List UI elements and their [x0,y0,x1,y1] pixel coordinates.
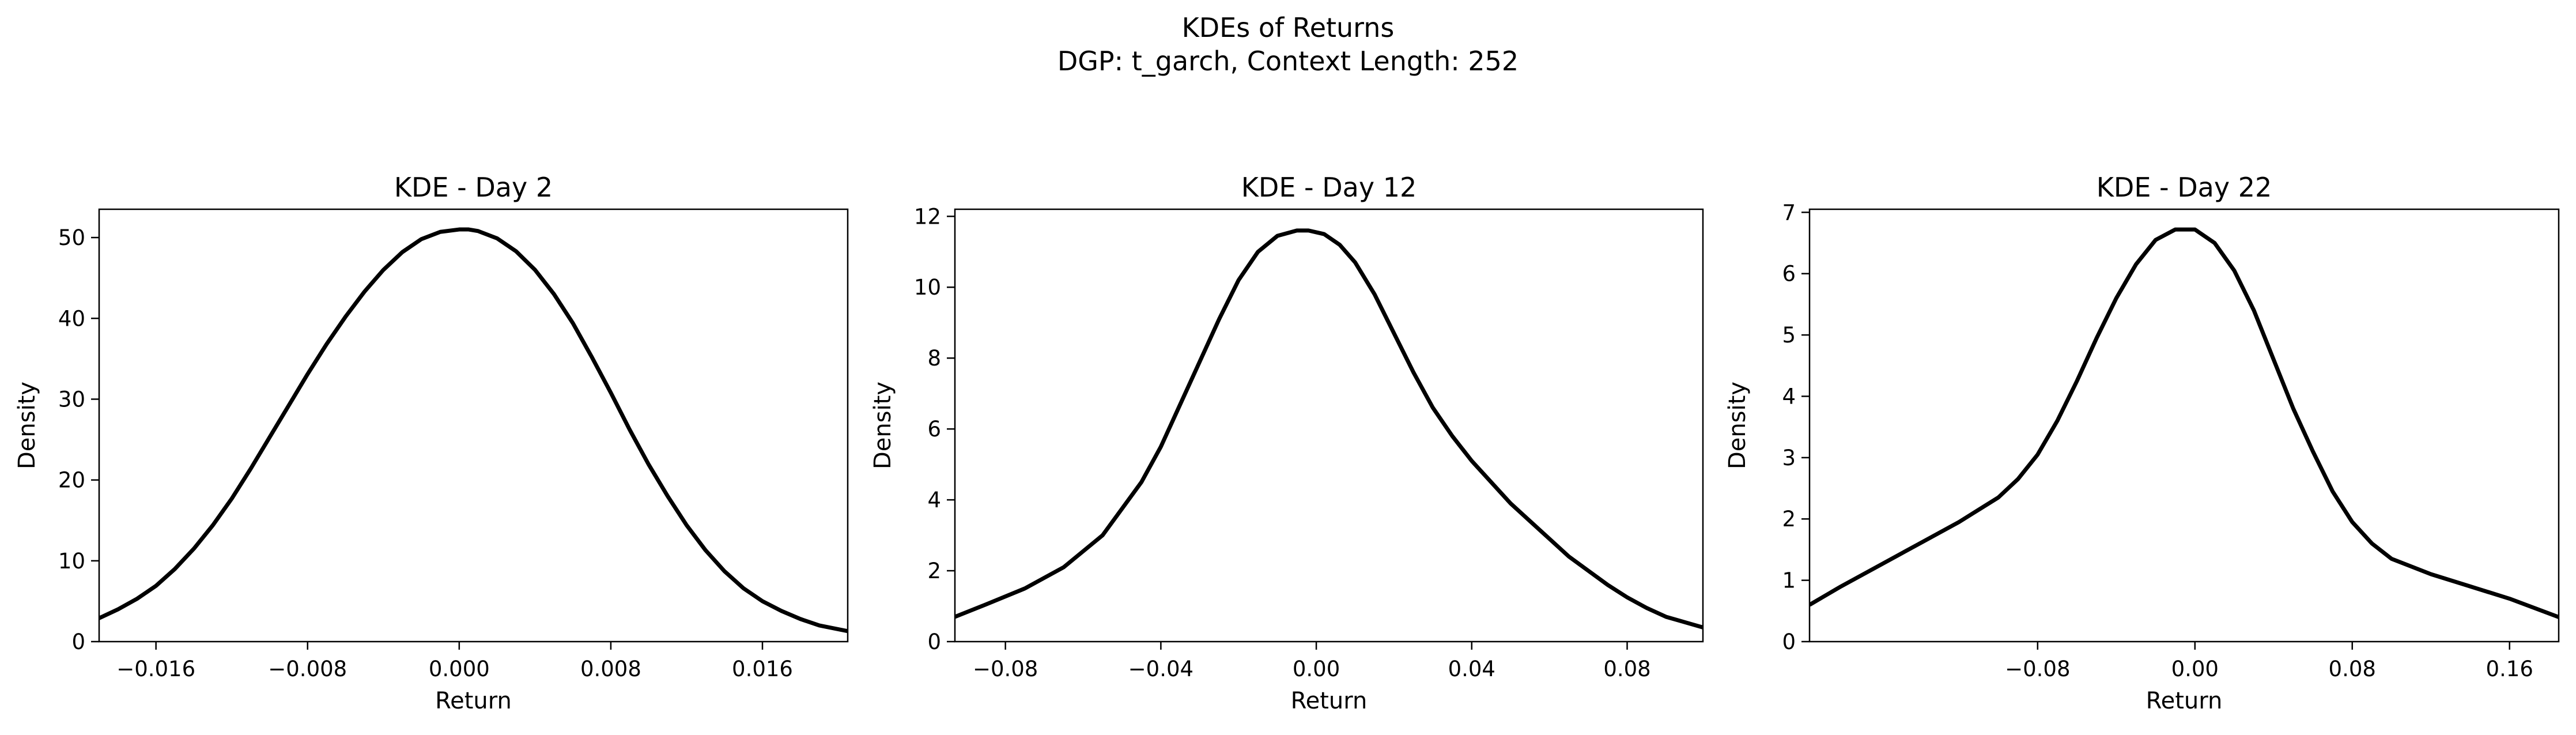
y-tick-label: 50 [58,225,85,250]
x-tick-label: 0.008 [580,657,641,681]
y-tick-label: 20 [58,468,85,493]
x-axis-label: Return [435,688,512,714]
y-tick-label: 12 [914,204,941,229]
y-tick-label: 6 [927,417,941,442]
x-tick-label: 0.016 [732,657,793,681]
y-tick-label: 30 [58,387,85,412]
x-tick-label: 0.08 [1603,657,1650,681]
x-axis-label: Return [2146,688,2223,714]
x-tick-label: 0.000 [429,657,490,681]
panel-title: KDE - Day 2 [394,172,553,203]
y-tick-label: 0 [1782,630,1796,654]
x-tick-label: 0.00 [1293,657,1340,681]
x-tick-label: −0.008 [268,657,347,681]
y-tick-label: 3 [1782,446,1796,470]
y-tick-label: 0 [927,630,941,654]
y-tick-label: 40 [58,306,85,331]
y-axis-label: Density [1724,382,1751,469]
panel-title: KDE - Day 22 [2097,172,2272,203]
kde-curve [955,228,1703,630]
x-tick-label: −0.016 [116,657,195,681]
x-tick-label: −0.08 [973,657,1038,681]
x-tick-label: 0.08 [2329,657,2376,681]
kde-curve [1810,227,2559,619]
y-tick-label: 7 [1782,200,1796,225]
y-tick-label: 10 [58,549,85,574]
panel-title: KDE - Day 12 [1241,172,1417,203]
figure-title: KDEs of Returns [1182,12,1395,43]
y-tick-label: 1 [1782,568,1796,593]
kde-curve [99,227,848,634]
x-tick-label: 0.00 [2171,657,2219,681]
x-tick-label: 0.16 [2486,657,2533,681]
x-tick-label: 0.04 [1448,657,1495,681]
y-axis-label: Density [870,382,896,469]
x-tick-label: −0.04 [1128,657,1193,681]
kde-panel-day-12: −0.08 −0.04 0.00 0.04 0.08 0 2 4 6 8 10 12 KDE - Day… [870,172,1704,714]
y-tick-label: 4 [1782,384,1796,409]
y-tick-label: 10 [914,275,941,300]
y-tick-label: 8 [927,346,941,371]
y-axis-label: Density [14,382,40,469]
y-tick-label: 0 [71,630,85,654]
y-tick-label: 2 [1782,507,1796,532]
x-axis-label: Return [1291,688,1368,714]
axes-frame [954,208,1704,643]
kde-panel-day-22: −0.08 0.00 0.08 0.16 0 1 2 3 4 5 6 7 KDE - Day 22 Ret… [1724,172,2560,714]
y-tick-label: 6 [1782,262,1796,287]
y-tick-label: 4 [927,488,941,512]
y-tick-label: 5 [1782,323,1796,348]
axes-frame [1808,208,2560,643]
figure-subtitle: DGP: t_garch, Context Length: 252 [1057,46,1519,77]
x-tick-label: −0.08 [2005,657,2070,681]
y-tick-label: 2 [927,559,941,583]
axes-frame [98,208,849,643]
kde-panel-day-2: −0.016 −0.008 0.000 0.008 0.016 0 10 20 30 40 50 KD… [14,172,849,714]
